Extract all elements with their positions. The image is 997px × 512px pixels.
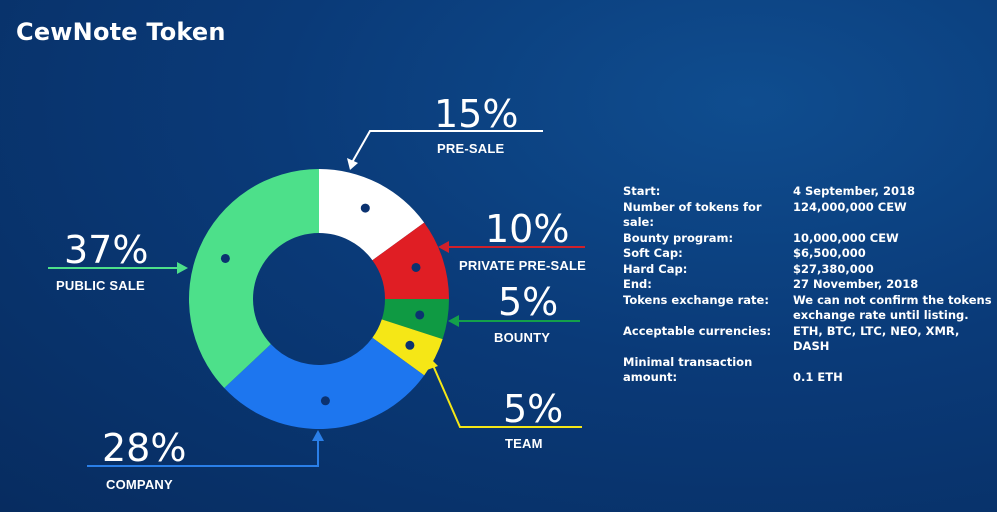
slice-percent-company: 28% — [102, 426, 187, 470]
slice-label-bounty: BOUNTY — [494, 330, 551, 345]
leader-lines — [48, 130, 585, 467]
info-value: We can not confirm the tokens exchange r… — [793, 292, 992, 323]
info-row: Bounty program: 10,000,000 CEW — [623, 231, 993, 247]
info-value: 4 September, 2018 — [793, 184, 915, 198]
slice-private-pre-sale — [372, 222, 449, 299]
donut-slices — [189, 169, 449, 430]
slice-percent-pre-sale: 15% — [434, 92, 519, 136]
info-row: Acceptable currencies: ETH, BTC, LTC, NEO… — [623, 324, 993, 355]
info-value: 0.1 ETH — [793, 370, 843, 384]
info-row: Start: 4 September, 2018 — [623, 184, 993, 200]
leader-arrowhead — [448, 315, 459, 327]
info-key: Bounty program: — [623, 230, 734, 245]
info-value: 27 November, 2018 — [793, 277, 919, 291]
slice-label-company: COMPANY — [106, 477, 173, 492]
slice-percent-bounty: 5% — [498, 280, 559, 324]
slice-company — [224, 337, 425, 430]
slice-dot — [405, 340, 415, 350]
info-row: Tokens exchange rate: We can not confirm … — [623, 293, 993, 324]
leader-line — [87, 438, 319, 467]
info-key: Acceptable currencies: — [623, 323, 772, 338]
info-key: Soft Cap: — [623, 246, 683, 260]
slice-label-pre-sale: PRE-SALE — [437, 141, 505, 156]
info-row: Number of tokens for sale: 124,000,000 CE… — [623, 200, 993, 231]
leader-arrowhead — [438, 241, 449, 253]
info-key: Number of tokens for sale: — [623, 199, 762, 230]
info-value: 124,000,000 CEW — [793, 199, 907, 214]
slice-dot — [220, 253, 230, 263]
slice-label-team: TEAM — [505, 436, 543, 451]
slice-percent-team: 5% — [503, 387, 564, 431]
leader-arrowhead — [347, 158, 358, 170]
info-key: Minimal transaction amount: — [623, 354, 753, 385]
slice-pre-sale — [319, 169, 425, 261]
info-row: Soft Cap: $6,500,000 — [623, 246, 993, 262]
info-value: $6,500,000 — [793, 246, 866, 260]
slice-dot — [415, 310, 425, 320]
leader-arrowhead — [177, 262, 188, 274]
leader-arrowhead — [312, 430, 324, 441]
info-key: Start: — [623, 184, 661, 198]
slice-dot — [411, 262, 421, 272]
info-key: Hard Cap: — [623, 261, 688, 276]
slice-label-public-sale: PUBLIC SALE — [56, 278, 145, 293]
slice-public-sale — [189, 169, 319, 388]
info-key: Tokens exchange rate: — [623, 292, 769, 307]
slice-label-private-pre-sale: PRIVATE PRE-SALE — [459, 258, 586, 273]
slice-percent-public-sale: 37% — [64, 228, 149, 272]
token-sale-info: Start: 4 September, 2018 Number of tokens… — [623, 184, 993, 386]
info-row: Minimal transaction amount: 0.1 ETH — [623, 355, 993, 386]
info-row: Hard Cap: $27,380,000 — [623, 262, 993, 278]
leader-line — [349, 130, 543, 167]
slice-percent-private-pre-sale: 10% — [485, 207, 570, 251]
info-value: ETH, BTC, LTC, NEO, XMR, DASH — [793, 323, 960, 354]
slice-dot — [360, 203, 370, 213]
info-row: End: 27 November, 2018 — [623, 277, 993, 293]
info-value: $27,380,000 — [793, 261, 874, 276]
slice-bounty — [381, 299, 449, 340]
info-key: End: — [623, 277, 652, 291]
slice-dot — [320, 396, 330, 406]
slice-dots — [220, 203, 425, 406]
info-value: 10,000,000 CEW — [793, 230, 899, 245]
leader-line — [431, 362, 582, 428]
page-title: CewNote Token — [16, 18, 226, 46]
